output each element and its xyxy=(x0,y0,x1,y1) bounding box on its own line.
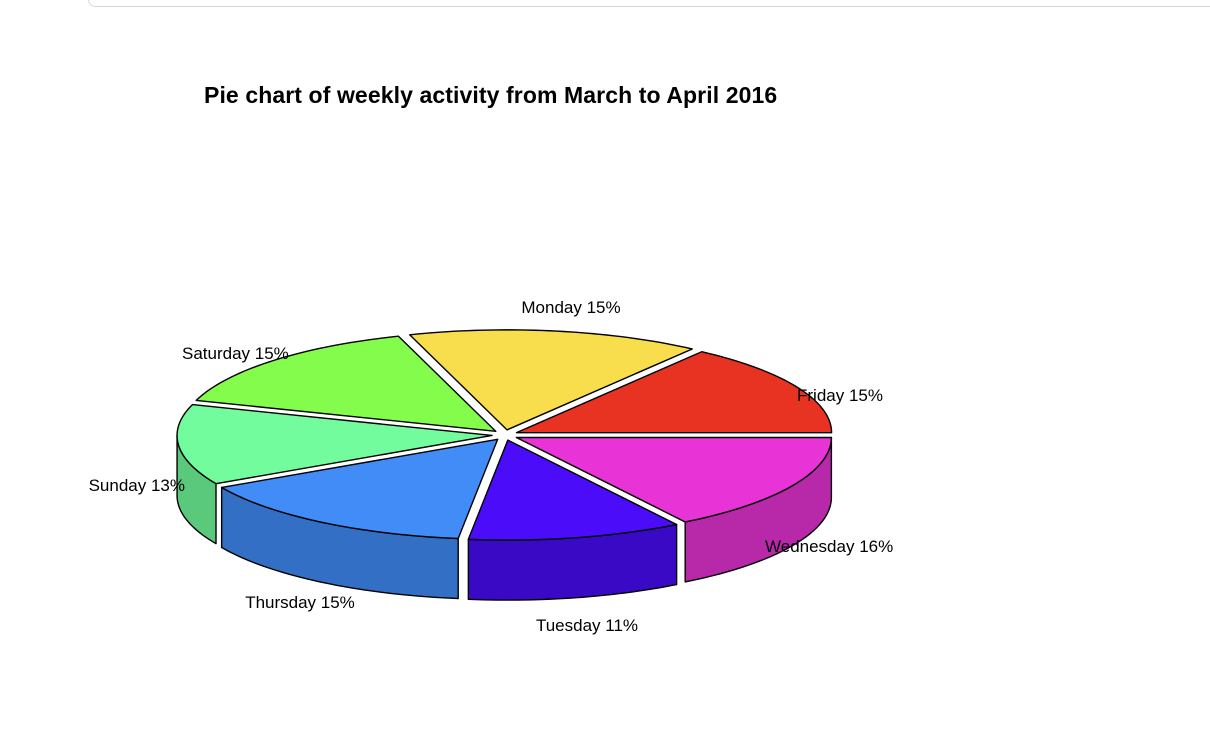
pie-slice-thursday xyxy=(220,438,499,540)
slice-label-monday: Monday 15% xyxy=(521,298,620,317)
slice-label-saturday: Saturday 15% xyxy=(182,344,289,363)
browser-frame-edge xyxy=(88,0,1210,7)
slice-label-friday: Friday 15% xyxy=(797,386,883,405)
pie-slice-friday xyxy=(515,351,833,434)
pie-slice-wednesday xyxy=(515,436,833,523)
slice-label-wednesday: Wednesday 16% xyxy=(765,537,893,556)
pie-slice-monday xyxy=(408,329,693,431)
pie-slice-tuesday xyxy=(467,439,678,541)
slice-label-sunday: Sunday 13% xyxy=(89,476,185,495)
pie-slice-sunday xyxy=(176,403,493,485)
slice-label-tuesday: Tuesday 11% xyxy=(536,616,638,635)
pie-slice-saturday xyxy=(195,335,497,433)
slice-label-thursday: Thursday 15% xyxy=(245,593,355,612)
chart-title: Pie chart of weekly activity from March … xyxy=(204,82,778,108)
